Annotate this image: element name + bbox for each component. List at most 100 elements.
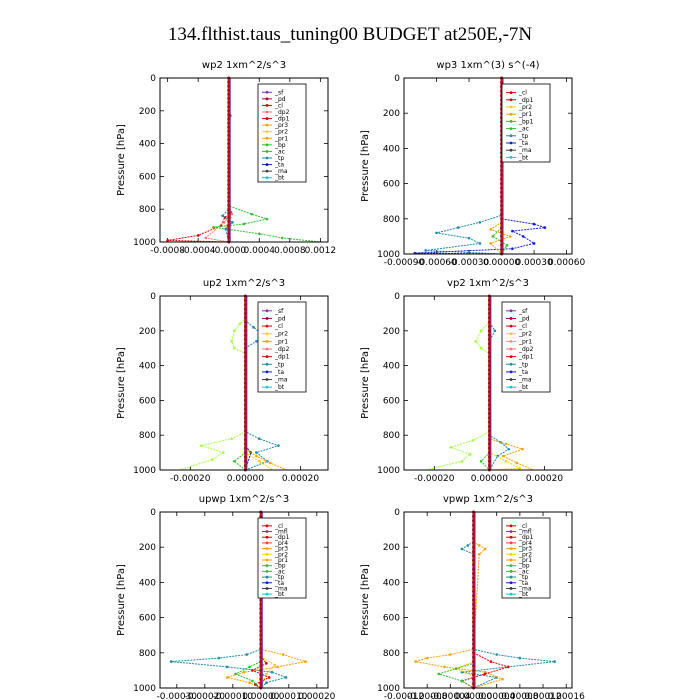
- y-axis-label: Pressure [hPa]: [116, 347, 127, 419]
- legend-label: _ac: [274, 568, 285, 575]
- series-point-pr1: [425, 656, 429, 660]
- zero-profile-point: [487, 342, 491, 346]
- legend-marker: [265, 97, 269, 101]
- y-tick-label: 400: [139, 362, 156, 372]
- legend-label: _sf: [274, 89, 284, 96]
- y-tick-label: 800: [139, 205, 156, 215]
- zero-profile-point: [487, 411, 491, 415]
- series-point-pr1: [489, 228, 493, 231]
- zero-profile-point: [472, 554, 476, 558]
- chart-title: upwp 1xm^2/s^3: [199, 494, 289, 505]
- legend-label: _bt: [518, 384, 529, 391]
- zero-profile-point: [500, 208, 504, 212]
- legend-marker: [509, 524, 513, 528]
- series-point-bp1: [491, 235, 495, 238]
- series-point-bp: [460, 679, 464, 683]
- legend-label: _bp1: [518, 118, 534, 125]
- legend-label: _dp2: [274, 346, 290, 353]
- chart-panel-5: upwp 1xm^2/s^3 Pressure [hPa] 0 200 400 600 80…: [116, 494, 336, 700]
- zero-profile-point: [500, 199, 504, 203]
- zero-profile-point: [259, 677, 263, 681]
- x-tick-label: -0.00012: [384, 692, 424, 700]
- zero-profile-point: [227, 162, 231, 166]
- legend-marker: [265, 535, 269, 539]
- zero-profile-point: [500, 173, 504, 177]
- legend-box: [257, 301, 307, 393]
- legend-label: _pr1: [274, 338, 288, 345]
- zero-profile-point: [259, 611, 263, 615]
- y-tick-label: 1000: [377, 250, 400, 260]
- series-point-pr1: [276, 665, 279, 669]
- series-point-pr3: [273, 663, 277, 667]
- legend-box: [501, 83, 551, 163]
- legend-marker: [265, 332, 269, 336]
- legend-marker: [509, 370, 513, 374]
- zero-profile-point: [487, 355, 491, 359]
- zero-profile-point: [472, 594, 476, 598]
- series-point-pr1: [508, 235, 512, 238]
- zero-profile-point: [259, 651, 263, 655]
- legend-marker: [509, 569, 513, 573]
- zero-profile-point: [500, 177, 504, 181]
- series-point-tp: [553, 660, 556, 663]
- series-line-ta: [414, 78, 546, 255]
- y-tick-label: 800: [383, 215, 400, 225]
- legend-marker: [265, 370, 269, 374]
- series-point-tp: [225, 665, 229, 669]
- series-point-pr1: [483, 547, 487, 551]
- zero-profile-point: [259, 616, 263, 620]
- series-point-ta: [543, 226, 547, 229]
- legend-marker: [265, 524, 269, 528]
- legend-marker: [509, 552, 513, 556]
- series-point-dp1: [460, 460, 464, 463]
- legend-marker: [509, 98, 513, 102]
- x-tick-label: -0.00090: [384, 258, 425, 268]
- legend-label: _pr3: [274, 546, 288, 553]
- legend-label: _tp: [518, 133, 528, 140]
- legend-marker: [509, 317, 513, 320]
- y-tick-label: 400: [383, 578, 400, 588]
- series-point-bp: [248, 665, 251, 669]
- x-tick-label: 0.00000: [455, 692, 492, 700]
- legend-label: _pd: [274, 315, 286, 322]
- series-point-dp2: [233, 460, 236, 463]
- legend-marker: [509, 564, 513, 568]
- legend-marker: [265, 530, 269, 533]
- legend-label: _dp1: [518, 534, 534, 541]
- series-point-tp: [277, 444, 280, 447]
- zero-profile-point: [472, 541, 476, 545]
- series-point-pr1: [255, 454, 258, 458]
- zero-profile-point: [227, 125, 231, 129]
- series-point-dp1: [211, 458, 214, 461]
- zero-profile-point: [487, 398, 491, 402]
- chart-panel-4: vp2 1xm^2/s^3 Pressure [hPa] 0 200 400 600 800…: [360, 278, 573, 484]
- zero-profile-point: [500, 80, 504, 84]
- zero-profile-point: [472, 563, 476, 567]
- series-point-dp1: [230, 437, 233, 440]
- zero-profile-point: [472, 682, 476, 686]
- legend-marker: [265, 355, 269, 359]
- legend-marker: [265, 176, 269, 180]
- x-tick-label: 0.00000: [471, 474, 508, 484]
- zero-profile-point: [259, 668, 263, 672]
- legend-label: _pd: [518, 315, 530, 322]
- zero-profile-point: [472, 602, 476, 606]
- zero-profile-point: [227, 142, 231, 146]
- series-point-pr1: [501, 677, 504, 681]
- legend-label: _sf: [274, 308, 284, 315]
- series-point-dp1: [222, 451, 225, 454]
- legend: _cl_mfl_dp1_pr4_pr3_pr2_pr1_bp_ac_tp_ta_…: [257, 517, 307, 599]
- series-point-pr2: [504, 460, 508, 463]
- series-point-pr1: [449, 653, 452, 656]
- legend-marker: [265, 347, 269, 351]
- legend-label: _pr2: [518, 331, 532, 338]
- zero-profile-point: [227, 109, 231, 113]
- x-tick-label: 0.00060: [548, 258, 585, 268]
- legend: _sf_pd_cl_pr2_pr1_dp2_dp1_tp_ta_ma_bt: [257, 301, 307, 393]
- zero-profile-point: [227, 220, 231, 223]
- legend-label: _dp1: [518, 97, 534, 104]
- x-tick-label: -0.00030: [157, 692, 198, 700]
- zero-profile-point: [259, 646, 263, 650]
- zero-profile-point: [227, 215, 231, 219]
- x-tick-label: -0.00008: [407, 692, 448, 700]
